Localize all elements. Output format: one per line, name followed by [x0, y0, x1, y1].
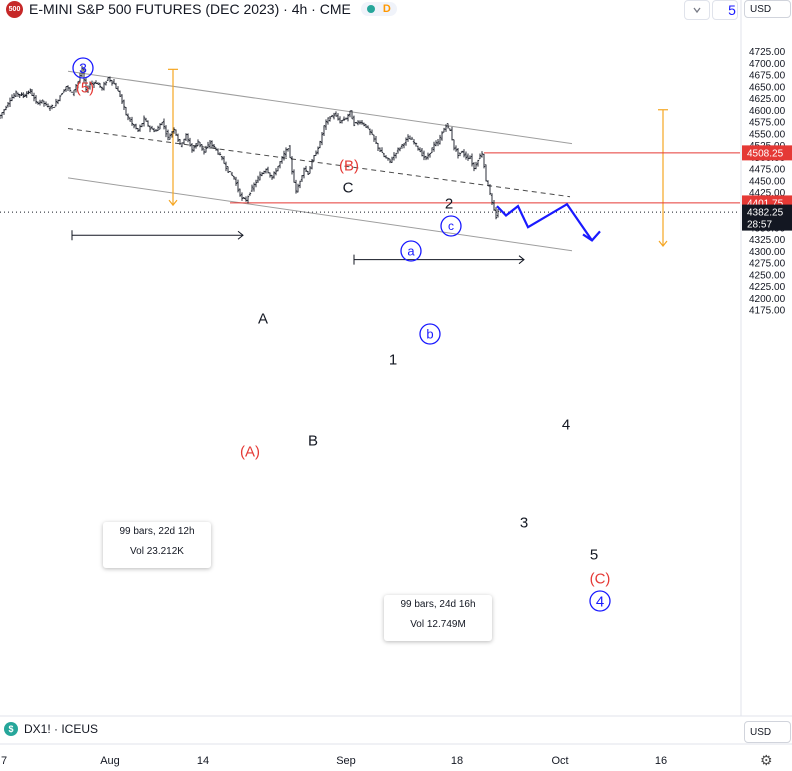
chart-header: 500 E-MINI S&P 500 FUTURES (DEC 2023) · … — [0, 0, 680, 18]
wave-label: C — [343, 179, 354, 196]
wave-label: b — [426, 327, 433, 342]
wave-label: 5 — [590, 546, 598, 563]
wave-label: 4 — [596, 593, 604, 610]
y-tick-label: 4200.00 — [749, 294, 786, 305]
wave-label: 2 — [445, 195, 453, 212]
wave-label: 3 — [520, 514, 528, 531]
y-tick-label: 4725.00 — [749, 47, 786, 58]
stats-right-bars: 99 bars, 24d 16h — [400, 599, 476, 610]
y-tick-label: 4700.00 — [749, 59, 786, 70]
wave-label-circle — [400, 240, 422, 262]
wave-label: c — [448, 219, 454, 233]
y-tick-label: 4450.00 — [749, 176, 786, 187]
stats-right-vol: Vol 12.749M — [410, 619, 466, 630]
y-tick-label: 4575.00 — [749, 118, 786, 129]
x-tick-label: Sep — [336, 755, 356, 767]
secondary-symbol[interactable]: $ DX1! · ICEUS — [4, 722, 98, 736]
price-label: 4382.25 — [747, 208, 784, 219]
price-label: 4401.75 — [747, 198, 784, 209]
y-tick-label: 4275.00 — [749, 259, 786, 270]
channel-mid — [67, 128, 571, 198]
status-badges[interactable]: D — [360, 2, 397, 16]
wave-label: 1 — [389, 351, 397, 368]
y-tick-label: 4625.00 — [749, 94, 786, 105]
stats-left-vol: Vol 23.212K — [130, 546, 184, 557]
price-label: 4508.25 — [747, 148, 784, 159]
wave-label: (5) — [76, 79, 94, 96]
y-tick-label: 4425.00 — [749, 188, 786, 199]
secondary-symbol-label: DX1! · ICEUS — [24, 722, 99, 736]
range-right-arrow — [658, 240, 668, 248]
y-tick-label: 4250.00 — [749, 270, 786, 281]
y-tick-label: 4175.00 — [749, 306, 786, 317]
wave-label: 3 — [79, 60, 87, 76]
wave-label: B — [308, 432, 318, 449]
x-tick-label: 18 — [451, 755, 463, 767]
x-tick-label: 16 — [655, 755, 667, 767]
y-tick-label: 4225.00 — [749, 282, 786, 293]
wave-label-circle — [419, 323, 441, 345]
measure-right-arrow — [518, 255, 525, 265]
chevron-down-glyph — [693, 7, 701, 14]
wave-label: (A) — [240, 443, 260, 460]
footer-currency-selector[interactable]: USD — [744, 721, 791, 743]
range-left-arrow — [168, 199, 178, 207]
projection-arrowhead — [582, 230, 601, 242]
partial-number: 5 — [728, 2, 736, 18]
market-open-dot-icon — [366, 5, 375, 13]
stats-left-bars: 99 bars, 22d 12h — [119, 526, 195, 537]
price-label-bg — [742, 145, 792, 161]
wave-label: (B) — [339, 157, 359, 174]
delayed-badge: D — [382, 3, 391, 15]
y-tick-label: 4675.00 — [749, 71, 786, 82]
x-tick-label: 7 — [1, 755, 7, 767]
wave-label: (C) — [590, 570, 611, 587]
wave-label-circle — [72, 57, 94, 79]
wave-label: 4 — [562, 416, 570, 433]
y-tick-label: 4650.00 — [749, 82, 786, 93]
channel-lower — [67, 177, 573, 252]
compare-button[interactable]: 5 — [712, 0, 738, 20]
chevron-down-icon[interactable] — [684, 0, 710, 20]
wave-label: a — [407, 244, 415, 259]
symbol-logo: 500 — [6, 0, 23, 18]
y-tick-label: 4300.00 — [749, 247, 786, 258]
y-tick-label: 4475.00 — [749, 165, 786, 176]
projection-path — [496, 202, 593, 242]
x-tick-label: Aug — [100, 755, 120, 767]
price-label-bg — [742, 204, 792, 231]
chart-title[interactable]: E-MINI S&P 500 FUTURES (DEC 2023) · 4h ·… — [29, 1, 351, 17]
measure-left-arrow — [237, 230, 244, 240]
y-tick-label: 4600.00 — [749, 106, 786, 117]
y-tick-label: 4550.00 — [749, 129, 786, 140]
x-tick-label: 14 — [197, 755, 209, 767]
stats-left: 99 bars, 22d 12h Vol 23.212K — [103, 522, 211, 568]
stats-right: 99 bars, 24d 16h Vol 12.749M — [384, 595, 492, 641]
currency-selector[interactable]: USD — [744, 0, 791, 18]
dollar-index-logo: $ — [4, 722, 18, 736]
wave-label-circle — [440, 215, 462, 237]
wave-label: A — [258, 310, 268, 327]
gear-icon[interactable]: ⚙ — [760, 752, 773, 768]
x-tick-label: Oct — [551, 755, 568, 767]
countdown-label: 28:57 — [747, 220, 772, 231]
channel-upper — [67, 70, 573, 145]
wave-label-circle — [589, 590, 611, 612]
y-tick-label: 4325.00 — [749, 235, 786, 246]
